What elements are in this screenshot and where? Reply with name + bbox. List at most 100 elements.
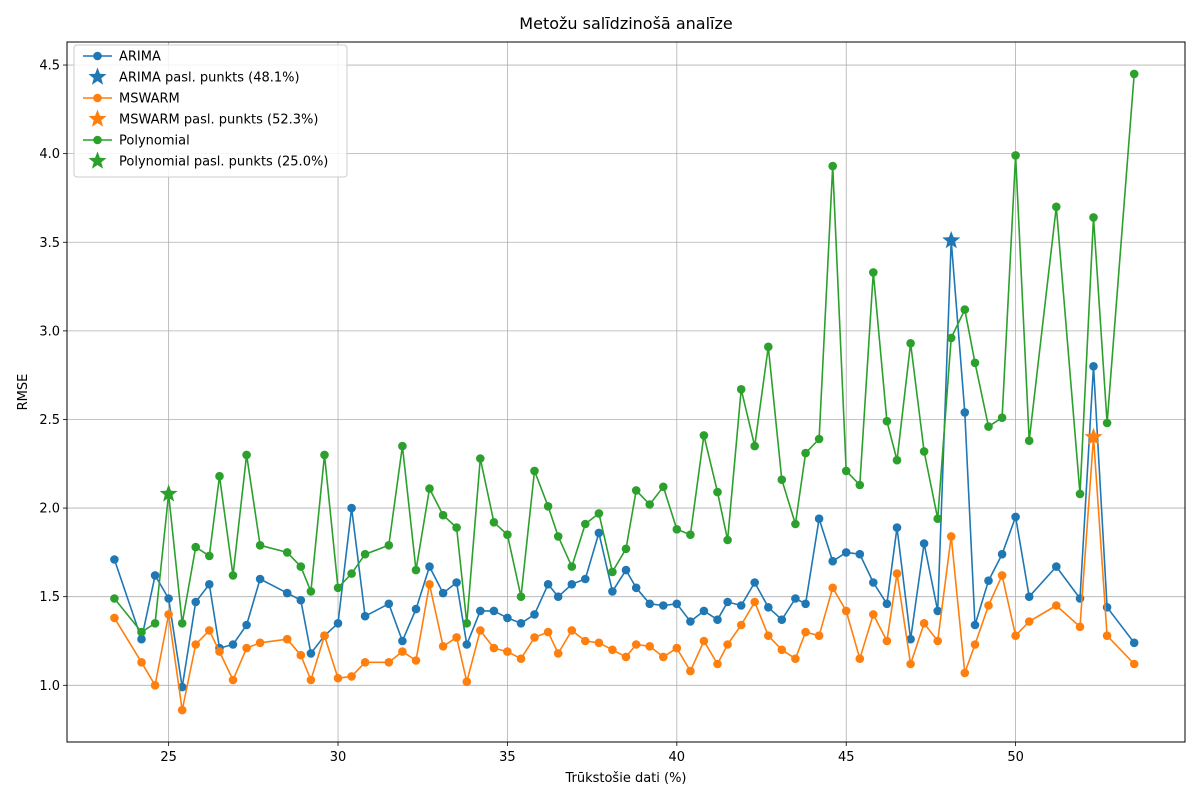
arima-point xyxy=(242,620,251,630)
mswarm-point xyxy=(828,583,837,593)
polynomial-point xyxy=(791,519,800,529)
arima-point xyxy=(191,597,200,607)
mswarm-point xyxy=(1102,631,1112,640)
y-tick-label: 4.0 xyxy=(39,147,60,162)
polynomial-point xyxy=(242,450,251,460)
arima-point xyxy=(631,583,641,593)
arima-point xyxy=(645,599,654,609)
arima-point xyxy=(960,408,970,417)
plot-frame xyxy=(66,41,1186,743)
mswarm-point xyxy=(255,638,265,648)
arima-point xyxy=(476,606,485,616)
series-arima xyxy=(110,231,1139,692)
mswarm-point xyxy=(462,677,472,686)
arima-point xyxy=(306,649,316,658)
arima-point xyxy=(736,601,746,610)
polynomial-point xyxy=(933,514,942,523)
arima-point xyxy=(1102,603,1112,612)
arima-point xyxy=(919,539,929,548)
polynomial-point xyxy=(828,161,837,171)
polynomial-point xyxy=(608,567,617,577)
polynomial-point xyxy=(530,466,539,476)
arima-point xyxy=(530,610,539,619)
legend-arima-star-label: ARIMA pasl. punkts (48.1%) xyxy=(119,71,300,86)
arima-point xyxy=(906,634,915,644)
mswarm-point xyxy=(137,658,146,667)
arima-point xyxy=(1089,362,1098,371)
polynomial-point xyxy=(960,305,970,314)
polynomial-point xyxy=(333,583,343,593)
polynomial-point xyxy=(150,619,160,628)
mswarm-point xyxy=(984,601,993,610)
mswarm-point xyxy=(946,532,956,541)
mswarm-point xyxy=(581,636,590,646)
arima-point xyxy=(360,611,370,621)
mswarm-point xyxy=(530,633,539,642)
arima-point xyxy=(425,562,434,571)
legend-mswarm-star-swatch xyxy=(88,109,107,127)
polynomial-point xyxy=(462,619,472,628)
mswarm-change-point-marker xyxy=(1084,427,1103,445)
arima-point xyxy=(296,595,306,605)
polynomial-point xyxy=(360,549,370,559)
polynomial-point xyxy=(503,530,512,539)
arima-line xyxy=(113,239,1135,688)
arima-point xyxy=(594,528,604,538)
x-tick-label: 35 xyxy=(499,750,516,765)
y-tick-label: 3.5 xyxy=(39,236,60,251)
mswarm-point xyxy=(997,571,1007,580)
legend: ARIMA ARIMA pasl. punkts (48.1%) MSWARM MSW… xyxy=(73,44,348,178)
x-tick-label: 50 xyxy=(1007,750,1024,765)
polynomial-point xyxy=(946,333,956,343)
arima-point xyxy=(699,606,709,616)
polynomial-point xyxy=(906,339,915,348)
arima-point xyxy=(970,620,980,630)
polynomial-point xyxy=(306,587,316,596)
legend-arima-line-label: ARIMA xyxy=(119,50,161,65)
arima-point xyxy=(801,599,810,609)
mswarm-point xyxy=(1011,631,1020,640)
mswarm-point xyxy=(425,580,434,589)
arima-point xyxy=(814,514,824,523)
arima-point xyxy=(438,588,448,598)
mswarm-point xyxy=(723,640,732,649)
polynomial-point xyxy=(1052,202,1061,212)
mswarm-point xyxy=(906,659,915,669)
mswarm-point xyxy=(296,650,306,660)
polynomial-point xyxy=(489,518,499,527)
mswarm-point xyxy=(516,654,526,663)
mswarm-point xyxy=(608,645,617,655)
mswarm-point xyxy=(933,636,942,646)
polynomial-point xyxy=(645,500,654,509)
arima-change-point-marker xyxy=(942,231,961,249)
mswarm-point xyxy=(191,640,200,649)
arima-point xyxy=(398,636,407,646)
polynomial-point xyxy=(255,541,265,550)
polynomial-point xyxy=(320,450,329,460)
arima-point xyxy=(997,549,1007,559)
mswarm-point xyxy=(764,631,773,640)
x-tick-label: 45 xyxy=(838,750,855,765)
polynomial-point xyxy=(1075,489,1085,499)
mswarm-point xyxy=(306,675,316,685)
arima-point xyxy=(177,682,187,692)
legend-arima-star-swatch xyxy=(88,67,107,85)
arima-point xyxy=(791,594,800,603)
mswarm-point xyxy=(215,647,224,656)
arima-point xyxy=(462,640,472,649)
arima-point xyxy=(659,601,668,610)
mswarm-point xyxy=(801,627,810,637)
mswarm-point xyxy=(814,631,824,640)
mswarm-point xyxy=(503,647,512,656)
arima-point xyxy=(1024,592,1034,601)
mswarm-point xyxy=(411,656,421,665)
arima-point xyxy=(553,592,563,601)
y-tick-label: 4.5 xyxy=(39,59,60,74)
x-tick-label: 25 xyxy=(160,750,177,765)
arima-point xyxy=(516,619,526,628)
legend-polynomial-star-swatch xyxy=(88,151,107,169)
arima-point xyxy=(984,576,993,585)
y-tick-label: 2.5 xyxy=(39,413,60,428)
mswarm-point xyxy=(882,636,892,646)
legend-mswarm-star-label: MSWARM pasl. punkts (52.3%) xyxy=(119,113,318,128)
